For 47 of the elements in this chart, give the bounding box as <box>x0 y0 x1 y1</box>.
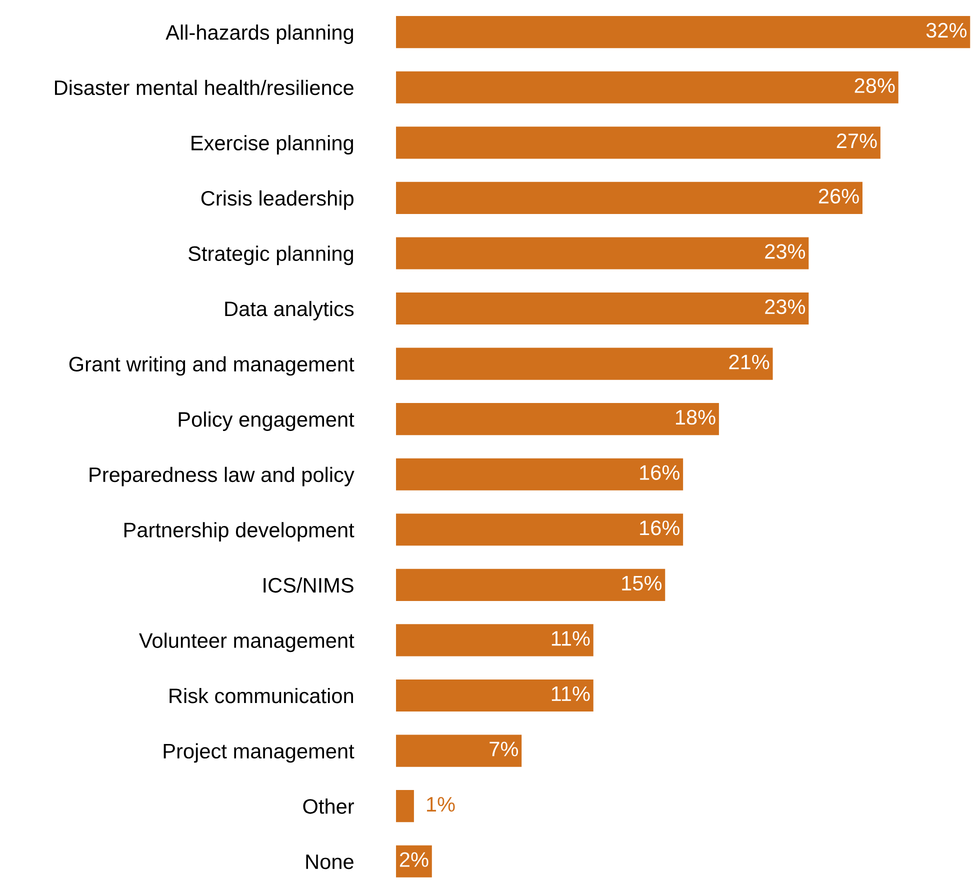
data-label: 16% <box>640 520 680 536</box>
y-tick-label: Partnership development <box>124 522 354 542</box>
y-tick-label: ICS/NIMS <box>264 577 354 593</box>
y-tick-label: Disaster mental health/resilience <box>55 80 354 96</box>
data-label: 16% <box>640 465 680 480</box>
data-label: 11% <box>552 631 590 646</box>
data-label: 28% <box>854 78 895 93</box>
data-label: 32% <box>926 22 967 38</box>
bar <box>396 182 862 214</box>
data-label: 15% <box>622 576 662 591</box>
bar <box>396 71 898 104</box>
data-label: 11% <box>552 686 590 702</box>
data-label: 23% <box>765 299 806 314</box>
y-tick-label: Project management <box>164 743 354 763</box>
data-label: 23% <box>765 244 806 259</box>
data-label: 26% <box>818 188 859 204</box>
data-label: 2% <box>400 852 428 867</box>
y-tick-label: Grant writing and management <box>69 356 354 376</box>
y-tick-label: Exercise planning <box>192 135 354 155</box>
bar <box>396 458 684 490</box>
bar <box>396 624 594 656</box>
y-tick-label: Volunteer management <box>139 632 354 652</box>
bar <box>396 679 594 712</box>
data-label: 27% <box>836 133 877 148</box>
bar <box>396 292 809 325</box>
y-tick-label: Policy engagement <box>178 412 354 431</box>
bar <box>396 237 809 270</box>
data-label: 1% <box>427 797 455 812</box>
bar <box>396 403 719 436</box>
data-label: 18% <box>676 410 716 425</box>
data-label: 7% <box>490 742 518 756</box>
bar <box>396 790 414 822</box>
y-tick-label: Crisis leadership <box>201 190 354 210</box>
bar <box>396 16 970 48</box>
y-tick-label: Other <box>303 798 354 814</box>
bar <box>396 734 522 767</box>
y-tick-label: Risk communication <box>170 688 353 704</box>
bar <box>396 568 666 601</box>
y-tick-label: None <box>306 854 354 870</box>
bar <box>396 514 684 546</box>
data-label: 21% <box>729 354 770 370</box>
y-tick-label: Strategic planning <box>188 246 354 266</box>
y-tick-label: Data analytics <box>225 300 354 320</box>
bar <box>396 348 773 380</box>
y-tick-label: Preparedness law and policy <box>90 466 354 486</box>
y-tick-label: All-hazards planning <box>166 24 354 44</box>
bar <box>396 126 880 159</box>
